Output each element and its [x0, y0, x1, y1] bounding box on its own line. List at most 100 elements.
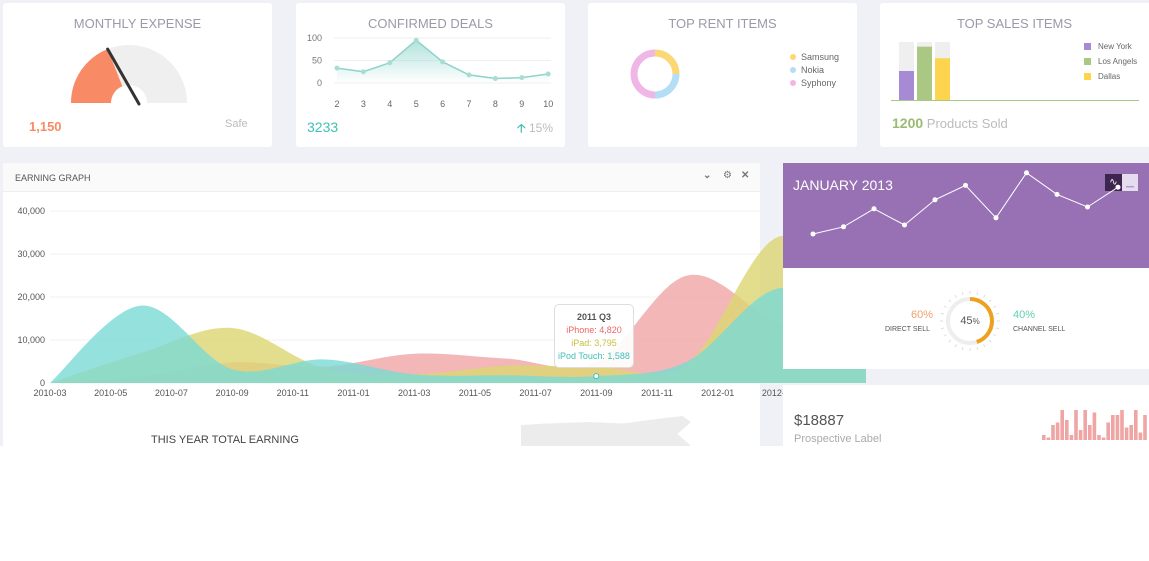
bar-dallas [935, 58, 950, 100]
x-tick-label: 7 [466, 99, 471, 109]
card-title: CONFIRMED DEALS [368, 16, 493, 31]
radial-value: 45 [960, 315, 973, 327]
sparkline-line [812, 172, 1119, 235]
legend-item: New York [1084, 42, 1137, 51]
prospective-bar [1055, 422, 1060, 440]
sparkline-point [871, 206, 877, 212]
radial-tick [976, 291, 979, 296]
radial-tick [995, 327, 1000, 330]
y-tick-label: 20,000 [17, 292, 45, 302]
legend-swatch-icon [1084, 73, 1091, 80]
deals-chart: 100 50 0 2 3 4 5 6 7 8 9 10 [307, 33, 553, 109]
radial-tick [961, 346, 964, 351]
prospective-bar [1115, 415, 1120, 440]
radial-tick [948, 299, 952, 303]
direct-sell-pct: 60% [911, 309, 934, 321]
gauge-fill [71, 49, 124, 105]
prospective-bar [1092, 412, 1097, 440]
x-tick-label: 2010-09 [216, 388, 249, 398]
radial-tick [995, 312, 1000, 315]
expense-gauge [71, 45, 187, 106]
deals-total: 3233 [307, 119, 339, 135]
prospective-bar [1134, 410, 1138, 440]
gauge-needle [106, 47, 141, 106]
x-tick-label: 4 [387, 99, 392, 109]
sparkline-point [1024, 170, 1029, 176]
monthly-expense-card: MONTHLY EXPENSE 1,150 Safe [3, 3, 272, 147]
close-icon[interactable]: ✕ [741, 170, 750, 181]
radial-tick [954, 294, 957, 298]
tooltip-ipod: iPod Touch: 1,588 [558, 351, 630, 361]
radial-tick [988, 299, 992, 303]
arrow-up-icon: 🡡 [517, 121, 526, 135]
bar-chart-toggle-icon[interactable]: ▁ [1122, 174, 1138, 191]
gear-icon[interactable]: ⚙ [723, 170, 732, 181]
prospective-bar [1060, 410, 1064, 440]
deals-point [387, 60, 393, 66]
y-tick-label: 50 [312, 56, 322, 66]
panel-title: EARNING GRAPH [15, 173, 91, 183]
radial-tick [976, 346, 979, 351]
earning-graph-panel: EARNING GRAPH ⌄ ⚙ ✕ THIS YEAR TOTAL EARN… [3, 163, 760, 446]
prospective-bar [1083, 410, 1087, 440]
deals-point [440, 59, 446, 65]
collapse-chevron-icon[interactable]: ⌄ [703, 170, 712, 181]
series-group [50, 235, 866, 383]
x-tick-label: 2012-01 [701, 388, 734, 398]
prospective-bar [1129, 425, 1133, 440]
expense-value: 1,150 [29, 119, 62, 134]
products-sold-label: Products Sold [926, 116, 1008, 131]
january-header [783, 163, 1149, 268]
tooltip-title: 2011 Q3 [576, 312, 612, 322]
deals-point [334, 65, 340, 71]
rent-donut-chart [630, 49, 680, 99]
legend-dot-icon [790, 54, 796, 60]
deals-point [466, 72, 472, 78]
prospective-value: $18887 [794, 412, 845, 429]
x-tick-label: 3 [361, 99, 366, 109]
prospective-bar [1138, 432, 1143, 440]
card-title: MONTHLY EXPENSE [73, 16, 202, 31]
legend-swatch-icon [1084, 43, 1091, 50]
y-tick-label: 0 [317, 78, 322, 88]
tooltip-iphone: iPhone: 4,820 [566, 325, 622, 335]
radial-tick [993, 305, 997, 308]
sparkline-point [902, 222, 907, 228]
prospective-bar [1088, 425, 1092, 440]
x-tick-label: 2011-07 [519, 388, 551, 398]
bar-new-york [899, 71, 914, 100]
prospective-bar [1042, 435, 1046, 440]
radial-tick [954, 344, 957, 348]
top-sales-card: TOP SALES ITEMS New York Los Angels Dallas… [880, 3, 1149, 147]
legend-label: Dallas [1098, 72, 1121, 81]
prospective-bar [1097, 435, 1101, 440]
deals-point [360, 69, 366, 75]
x-tick-label: 2010-11 [277, 388, 309, 398]
prospective-bar [1074, 410, 1078, 440]
sparkline-point [993, 215, 999, 221]
legend-label: Los Angels [1098, 57, 1138, 66]
x-tick-label: 5 [414, 99, 419, 109]
prospective-bar [1101, 437, 1106, 440]
channel-sell-pct: 40% [1013, 309, 1036, 321]
radial-tick [983, 344, 986, 348]
sparkline-point [1085, 204, 1090, 210]
prospective-bar [1106, 422, 1110, 440]
radial-tick [940, 312, 945, 315]
prospective-bar [1069, 435, 1074, 440]
january-card: JANUARY 2013 ∿ ▁ 60% DIRECT SELL 40% CHA… [783, 163, 1149, 369]
confirmed-deals-card: CONFIRMED DEALS 100 50 0 2 3 4 5 6 7 8 9 10 3233 🡡 … [296, 3, 565, 147]
prospective-bar [1046, 437, 1051, 440]
bar-los-angels [917, 46, 932, 100]
y-tick-label: 100 [307, 33, 322, 43]
x-tick-label: 2010-05 [94, 388, 127, 398]
legend-label: Nokia [801, 65, 825, 75]
area-ipad [50, 235, 866, 383]
january-sparkline [810, 170, 1121, 351]
x-tick-label: 2010-07 [155, 388, 188, 398]
sparkline-point [1054, 191, 1060, 197]
sparkline-point [810, 231, 816, 237]
january-title: JANUARY 2013 [793, 177, 893, 193]
donut-slice-nokia [654, 73, 680, 99]
radial-tick [961, 291, 964, 296]
